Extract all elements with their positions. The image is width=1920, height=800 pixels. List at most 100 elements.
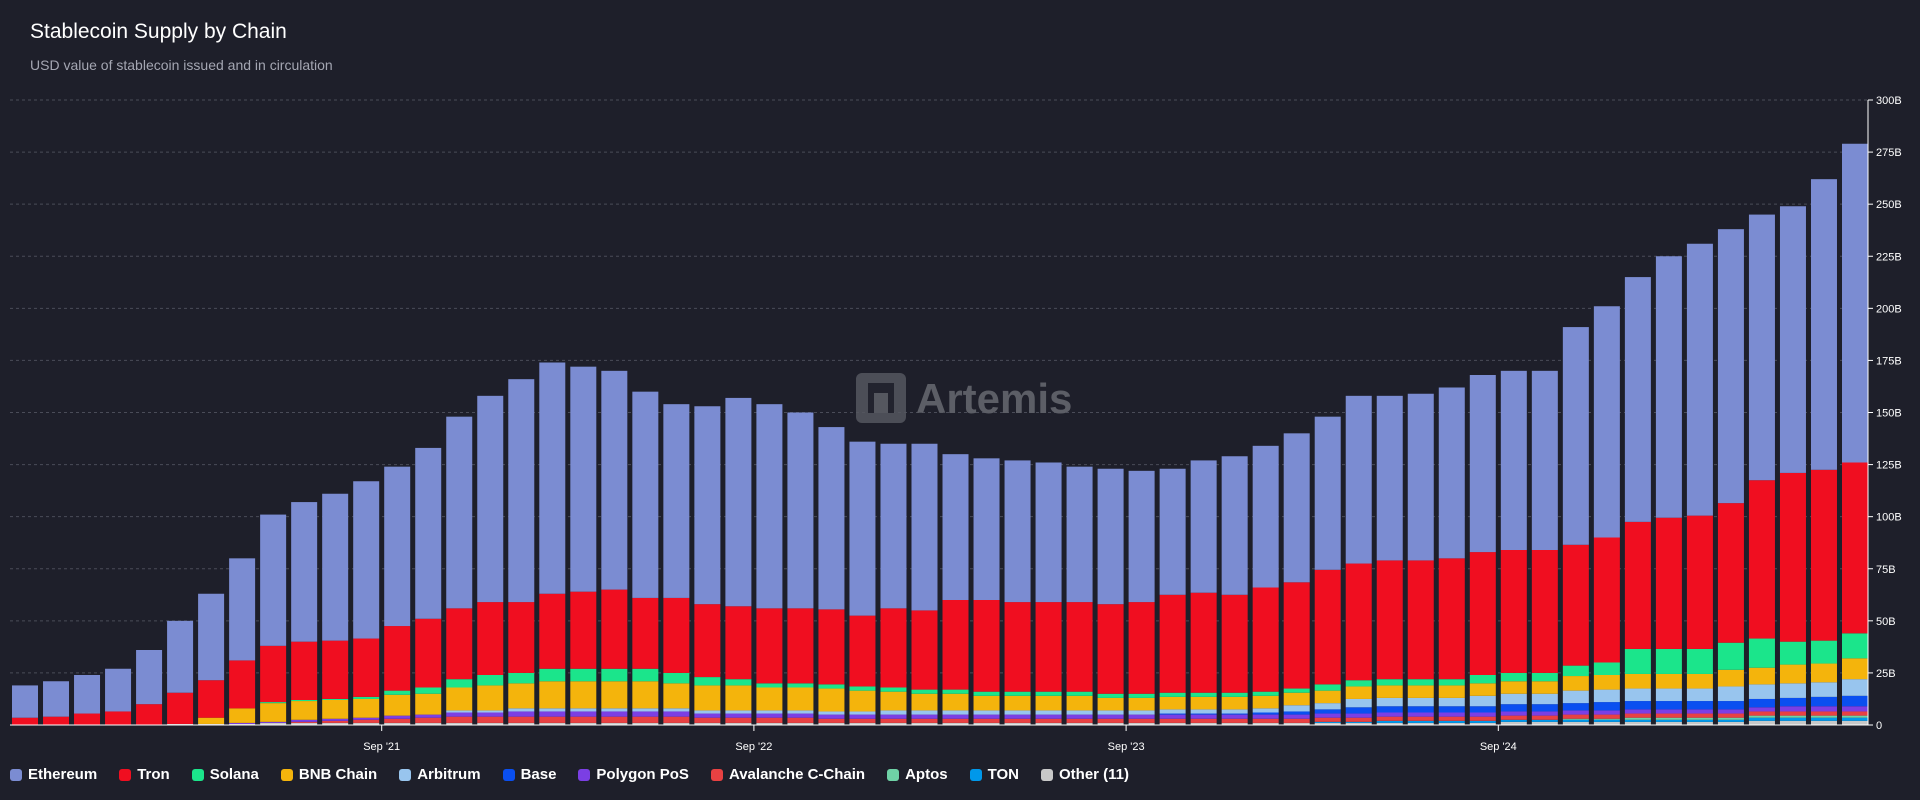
bar-segment-tron bbox=[1531, 550, 1558, 673]
bar-segment-other-11- bbox=[1438, 722, 1465, 725]
bar-segment-solana bbox=[1345, 680, 1372, 687]
bar-segment-avalanche-c-chain bbox=[477, 716, 504, 723]
bar-segment-arbitrum bbox=[1221, 709, 1248, 714]
bar-segment-other-11- bbox=[1717, 721, 1744, 725]
legend-item-bnb-chain[interactable]: BNB Chain bbox=[280, 766, 377, 783]
bar-segment-solana bbox=[1593, 662, 1620, 675]
bar-segment-solana bbox=[570, 668, 597, 682]
bar-segment-ethereum bbox=[1531, 370, 1558, 550]
legend-item-arbitrum[interactable]: Arbitrum bbox=[399, 766, 481, 783]
bar-segment-polygon-pos bbox=[1717, 709, 1744, 714]
bar-segment-solana bbox=[291, 700, 318, 702]
legend-item-solana[interactable]: Solana bbox=[191, 766, 259, 783]
bar-segment-arbitrum bbox=[632, 708, 659, 712]
bar-segment-arbitrum bbox=[601, 708, 628, 712]
bar-segment-other-11- bbox=[446, 722, 473, 725]
bar-segment-bnb-chain bbox=[1779, 664, 1806, 684]
bar-segment-arbitrum bbox=[787, 710, 814, 714]
legend-item-other-11-[interactable]: Other (11) bbox=[1041, 766, 1129, 783]
legend-swatch bbox=[191, 768, 204, 781]
bar-segment-bnb-chain bbox=[601, 681, 628, 709]
bar-segment-polygon-pos bbox=[1159, 714, 1186, 719]
bar-stack bbox=[291, 502, 318, 725]
bar-segment-tron bbox=[601, 589, 628, 669]
bar-segment-polygon-pos bbox=[973, 714, 1000, 719]
bar-segment-ethereum bbox=[1624, 277, 1651, 522]
bar-segment-ethereum bbox=[725, 397, 752, 607]
bar-segment-other-11- bbox=[942, 722, 969, 725]
bar-segment-bnb-chain bbox=[1345, 686, 1372, 699]
bar-segment-bnb-chain bbox=[756, 687, 783, 711]
bar-segment-solana bbox=[1655, 648, 1682, 674]
legend-label: Ethereum bbox=[28, 766, 98, 783]
bar-stack bbox=[1593, 306, 1620, 725]
bar-segment-arbitrum bbox=[1748, 684, 1775, 699]
bar-stack bbox=[1159, 468, 1186, 725]
bar-stack bbox=[1097, 468, 1124, 725]
bar-segment-avalanche-c-chain bbox=[291, 721, 318, 723]
bar-segment-tron bbox=[880, 608, 907, 688]
bar-segment-other-11- bbox=[1345, 722, 1372, 725]
bar-stack bbox=[167, 620, 194, 725]
bar-segment-ethereum bbox=[601, 370, 628, 590]
legend-item-avalanche-c-chain[interactable]: Avalanche C-Chain bbox=[710, 766, 865, 783]
bar-segment-base bbox=[1593, 702, 1620, 711]
bar-segment-base bbox=[1686, 701, 1713, 710]
bar-segment-tron bbox=[1779, 472, 1806, 642]
legend-item-tron[interactable]: Tron bbox=[119, 766, 170, 783]
bar-segment-polygon-pos bbox=[663, 711, 690, 717]
bar-stack bbox=[756, 404, 783, 725]
bar-segment-bnb-chain bbox=[1624, 673, 1651, 689]
bar-segment-solana bbox=[1531, 672, 1558, 682]
bar-segment-polygon-pos bbox=[849, 714, 876, 719]
bar-segment-ethereum bbox=[167, 620, 194, 693]
legend-item-ethereum[interactable]: Ethereum bbox=[10, 766, 97, 783]
bar-segment-bnb-chain bbox=[1407, 685, 1434, 698]
bar-segment-ethereum bbox=[1035, 462, 1062, 603]
bar-segment-polygon-pos bbox=[384, 715, 411, 719]
bar-segment-polygon-pos bbox=[1531, 711, 1558, 716]
bar-segment-other-11- bbox=[1004, 722, 1031, 725]
bar-segment-ton bbox=[1500, 719, 1527, 722]
bar-stack bbox=[818, 427, 845, 725]
bar-segment-tron bbox=[1717, 503, 1744, 643]
bar-segment-tron bbox=[1438, 558, 1465, 680]
bar-segment-aptos bbox=[1655, 717, 1682, 720]
bar-segment-polygon-pos bbox=[1097, 714, 1124, 719]
legend-item-aptos[interactable]: Aptos bbox=[887, 766, 948, 783]
bar-segment-avalanche-c-chain bbox=[1159, 718, 1186, 723]
bar-segment-polygon-pos bbox=[1779, 706, 1806, 712]
legend-item-base[interactable]: Base bbox=[502, 766, 556, 783]
bar-stack bbox=[43, 681, 70, 725]
bar-segment-ethereum bbox=[260, 514, 287, 646]
bar-segment-solana bbox=[1748, 638, 1775, 668]
bar-segment-polygon-pos bbox=[1345, 713, 1372, 718]
bar-segment-arbitrum bbox=[1779, 683, 1806, 698]
bar-segment-polygon-pos bbox=[353, 717, 380, 720]
bar-segment-polygon-pos bbox=[1066, 714, 1093, 719]
bar-segment-bnb-chain bbox=[198, 717, 225, 724]
legend-item-ton[interactable]: TON bbox=[969, 766, 1019, 783]
legend-swatch bbox=[578, 768, 591, 781]
bar-segment-arbitrum bbox=[1128, 710, 1155, 715]
bar-segment-polygon-pos bbox=[415, 714, 442, 718]
bar-stack bbox=[539, 362, 566, 725]
bar-segment-solana bbox=[1717, 642, 1744, 670]
bar-segment-other-11- bbox=[229, 723, 256, 725]
y-tick-label: 75B bbox=[1876, 564, 1896, 576]
bar-segment-other-11- bbox=[911, 722, 938, 725]
legend-swatch bbox=[969, 768, 982, 781]
bar-segment-polygon-pos bbox=[1283, 714, 1310, 719]
bar-segment-tron bbox=[1748, 480, 1775, 639]
bar-segment-avalanche-c-chain bbox=[1128, 718, 1155, 723]
bar-segment-ethereum bbox=[1779, 206, 1806, 473]
bar-stack bbox=[1376, 395, 1403, 725]
bar-stack bbox=[1066, 466, 1093, 725]
legend-item-polygon-pos[interactable]: Polygon PoS bbox=[578, 766, 689, 783]
bar-segment-base bbox=[1407, 706, 1434, 713]
bar-segment-polygon-pos bbox=[1252, 714, 1279, 719]
bar-segment-bnb-chain bbox=[1686, 673, 1713, 689]
bar-segment-bnb-chain bbox=[1376, 685, 1403, 698]
bar-segment-avalanche-c-chain bbox=[818, 718, 845, 723]
bar-segment-ton bbox=[1469, 720, 1496, 723]
